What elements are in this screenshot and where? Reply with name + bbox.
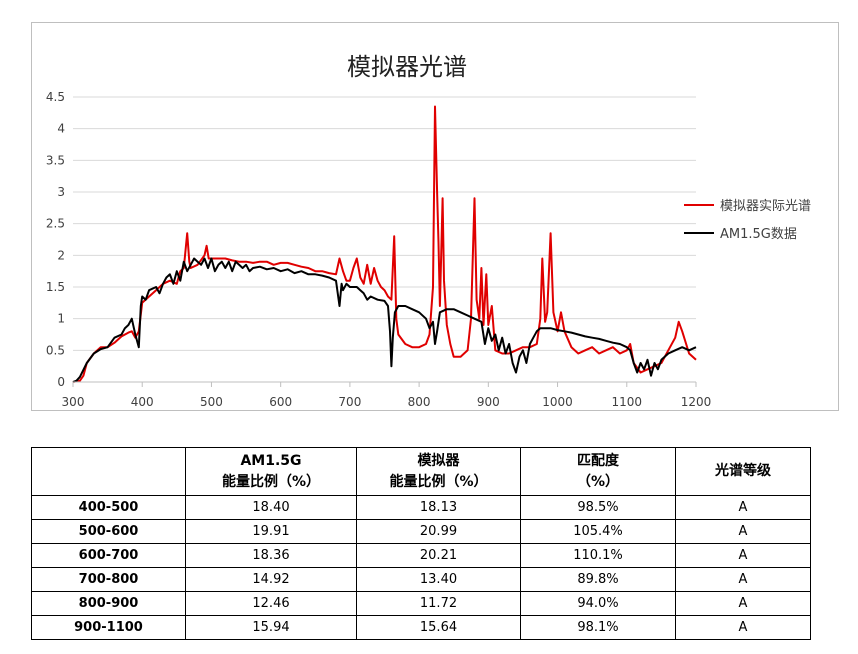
simulator-cell: 11.72: [356, 591, 521, 616]
header-match-line2: （%）: [576, 473, 620, 490]
table-header-row: AM1.5G 能量比例（%） 模拟器 能量比例（%） 匹配度 （%） 光谱等级: [31, 447, 811, 496]
x-tick-label: 800: [408, 395, 431, 409]
legend-label-0: 模拟器实际光谱: [720, 199, 811, 214]
table-row: 900-1100 15.94 15.64 98.1% A: [31, 615, 811, 640]
am15g-cell: 14.92: [185, 567, 357, 592]
grade-cell: A: [675, 543, 811, 568]
grade-cell: A: [675, 567, 811, 592]
range-cell: 800-900: [31, 591, 186, 616]
simulator-cell: 13.40: [356, 567, 521, 592]
table-row: 400-500 18.40 18.13 98.5% A: [31, 495, 811, 520]
match-cell: 98.1%: [520, 615, 676, 640]
x-tick-label: 1100: [612, 395, 643, 409]
match-cell: 89.8%: [520, 567, 676, 592]
chart-legend: 模拟器实际光谱 AM1.5G数据: [684, 199, 811, 242]
x-tick-label: 600: [269, 395, 292, 409]
table-row: 800-900 12.46 11.72 94.0% A: [31, 591, 811, 616]
header-cell-am15g: AM1.5G 能量比例（%）: [185, 447, 357, 496]
match-cell: 105.4%: [520, 519, 676, 544]
x-tick-label: 1200: [681, 395, 712, 409]
range-cell: 700-800: [31, 567, 186, 592]
grade-cell: A: [675, 615, 811, 640]
header-cell-range: [31, 447, 186, 496]
header-simulator-line1: 模拟器: [417, 452, 460, 469]
range-cell: 900-1100: [31, 615, 186, 640]
table-row: 500-600 19.91 20.99 105.4% A: [31, 519, 811, 544]
chart-axes: 0 0.5 1 1.5 2 2.5 3 3.5 4 4.5 300 400 500 600 700 800 90…: [46, 90, 711, 409]
series-line-1: [72, 257, 697, 383]
grade-cell: A: [675, 495, 811, 520]
y-tick-label: 0.5: [46, 343, 65, 357]
y-tick-label: 4.5: [46, 90, 65, 104]
am15g-cell: 12.46: [185, 591, 357, 616]
y-tick-label: 2: [57, 248, 65, 262]
simulator-cell: 15.64: [356, 615, 521, 640]
match-cell: 110.1%: [520, 543, 676, 568]
header-grade-line1: 光谱等级: [715, 463, 771, 479]
chart-series-layer: [72, 105, 697, 383]
x-tick-label: 700: [338, 395, 361, 409]
x-tick-label: 900: [477, 395, 500, 409]
table-row: 600-700 18.36 20.21 110.1% A: [31, 543, 811, 568]
simulator-cell: 20.99: [356, 519, 521, 544]
x-tick-label: 400: [131, 395, 154, 409]
y-tick-label: 1.5: [46, 280, 65, 294]
match-cell: 94.0%: [520, 591, 676, 616]
range-cell: 500-600: [31, 519, 186, 544]
x-tick-label: 1000: [542, 395, 573, 409]
spectrum-match-table: AM1.5G 能量比例（%） 模拟器 能量比例（%） 匹配度 （%） 光谱等级 …: [31, 447, 811, 640]
grade-cell: A: [675, 591, 811, 616]
am15g-cell: 18.40: [185, 495, 357, 520]
header-cell-grade: 光谱等级: [675, 447, 811, 496]
header-am15g-line1: AM1.5G: [240, 452, 302, 469]
simulator-cell: 18.13: [356, 495, 521, 520]
chart-container: 0 0.5 1 1.5 2 2.5 3 3.5 4 4.5 300 400 500 600 700 800 90…: [31, 22, 839, 411]
range-cell: 600-700: [31, 543, 186, 568]
header-cell-simulator: 模拟器 能量比例（%）: [356, 447, 521, 496]
legend-label-1: AM1.5G数据: [720, 227, 797, 242]
y-tick-label: 3.5: [46, 153, 65, 167]
header-match-line1: 匹配度: [577, 452, 619, 469]
am15g-cell: 18.36: [185, 543, 357, 568]
table-row: 700-800 14.92 13.40 89.8% A: [31, 567, 811, 592]
y-tick-label: 1: [57, 312, 65, 326]
grade-cell: A: [675, 519, 811, 544]
x-tick-label: 500: [200, 395, 223, 409]
am15g-cell: 15.94: [185, 615, 357, 640]
y-tick-label: 0: [57, 375, 65, 389]
chart-title: 模拟器光谱: [347, 53, 467, 81]
y-tick-label: 2.5: [46, 217, 65, 231]
simulator-cell: 20.21: [356, 543, 521, 568]
x-tick-label: 300: [62, 395, 85, 409]
chart-gridlines: [73, 96, 696, 351]
series-line-0: [72, 105, 697, 383]
header-cell-match: 匹配度 （%）: [520, 447, 676, 496]
match-cell: 98.5%: [520, 495, 676, 520]
am15g-cell: 19.91: [185, 519, 357, 544]
spectrum-chart: 0 0.5 1 1.5 2 2.5 3 3.5 4 4.5 300 400 500 600 700 800 90…: [46, 53, 811, 409]
header-simulator-line2: 能量比例（%）: [389, 473, 488, 490]
y-tick-label: 3: [57, 185, 65, 199]
y-tick-label: 4: [57, 122, 65, 136]
header-am15g-line2: 能量比例（%）: [221, 473, 321, 490]
range-cell: 400-500: [31, 495, 186, 520]
